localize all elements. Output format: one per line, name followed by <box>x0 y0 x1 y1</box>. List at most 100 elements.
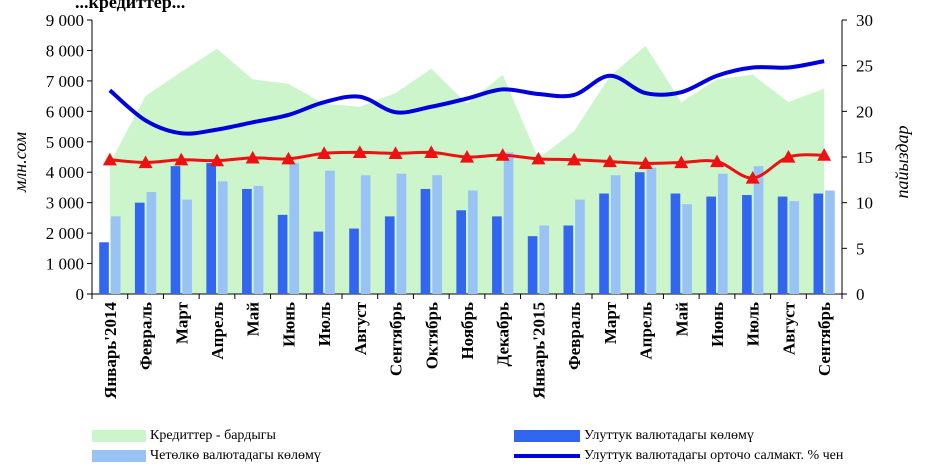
bar-foreign-currency <box>753 166 764 294</box>
legend-item-national-currency: Улуттук валютадагы көлөмү <box>514 428 754 444</box>
marker-foreign-rate <box>567 152 582 166</box>
marker-foreign-rate <box>317 146 332 159</box>
marker-foreign-rate <box>102 152 117 166</box>
x-tick-label: Апрель <box>208 302 227 360</box>
marker-foreign-rate <box>460 150 474 163</box>
marker-foreign-rate <box>210 153 224 167</box>
marker-foreign-rate <box>745 171 760 184</box>
bar-layer <box>99 152 835 294</box>
x-tick-label: Сентябрь <box>387 302 406 376</box>
legend-swatch-area <box>92 430 146 442</box>
bar-national-currency <box>242 188 252 294</box>
bar-foreign-currency <box>289 163 300 294</box>
x-tick-label: Май <box>244 302 263 337</box>
marker-foreign-rate <box>531 151 546 165</box>
x-tick-label: Июнь <box>708 302 727 347</box>
bar-foreign-currency <box>253 185 264 294</box>
marker-foreign-rate <box>495 148 510 161</box>
marker-foreign-rate <box>674 155 689 169</box>
bar-national-currency <box>384 216 395 294</box>
marker-foreign-rate <box>602 154 617 168</box>
marker-foreign-rate <box>174 152 189 166</box>
y-right-tick-label: 30 <box>856 11 873 30</box>
bar-foreign-currency <box>432 175 442 294</box>
y-left-tick-label: 0 <box>76 285 85 304</box>
bar-foreign-currency <box>182 199 192 294</box>
marker-foreign-rate <box>781 150 796 163</box>
marker-foreign-rate <box>424 145 439 159</box>
area-total-credits <box>109 45 825 294</box>
bar-national-currency <box>563 225 574 294</box>
y-left-tick-label: 7 000 <box>46 72 84 91</box>
x-tick-label: Март <box>172 301 191 344</box>
bar-national-currency <box>170 166 181 294</box>
bar-national-currency <box>706 196 716 294</box>
legend-item-total-credits: Кредиттер - бардыгы <box>92 428 276 444</box>
bar-national-currency <box>313 231 324 294</box>
y-left-tick-label: 4 000 <box>46 163 84 182</box>
marker-foreign-rate <box>388 146 403 159</box>
x-tick-label: Май <box>672 302 691 337</box>
x-tick-label: Август <box>351 301 370 355</box>
x-tick-label: Ноябрь <box>458 302 477 360</box>
y-right-tick-label: 0 <box>856 285 865 304</box>
bar-foreign-currency <box>575 199 585 294</box>
bar-foreign-currency <box>789 201 800 294</box>
area-layer <box>109 45 825 294</box>
bar-foreign-currency <box>110 216 121 294</box>
bar-national-currency <box>277 214 288 294</box>
y-axis-right-title: пайыздар <box>892 125 912 198</box>
x-tick-label: Июль <box>744 302 763 346</box>
y-right-tick-label: 20 <box>856 102 873 121</box>
bar-national-currency <box>492 216 502 294</box>
bar-foreign-currency <box>325 170 335 294</box>
bar-foreign-currency <box>503 152 514 294</box>
bar-foreign-currency <box>146 192 157 294</box>
bar-foreign-currency <box>360 175 371 294</box>
bar-foreign-currency <box>610 175 621 294</box>
legend-item-foreign-currency: Четөлкө валютадагы көлөмү <box>92 448 321 464</box>
y-left-tick-label: 8 000 <box>46 41 84 60</box>
marker-foreign-rate <box>638 156 653 169</box>
bar-national-currency <box>349 228 359 294</box>
bar-national-currency <box>99 242 109 294</box>
legend-label: Улуттук валютадагы көлөмү <box>584 428 754 443</box>
bar-foreign-currency <box>539 225 550 294</box>
bar-national-currency <box>634 172 645 294</box>
bar-foreign-currency <box>468 190 478 294</box>
marker-foreign-rate <box>710 154 724 168</box>
x-tick-label: Сентябрь <box>815 302 834 376</box>
y-right-tick-label: 15 <box>856 148 873 167</box>
bar-national-currency <box>456 210 466 294</box>
x-tick-label: Февраль <box>565 302 584 370</box>
legend-swatch-line <box>514 454 580 458</box>
y-right-tick-label: 25 <box>856 57 873 76</box>
marker-foreign-rate <box>245 150 260 164</box>
bar-national-currency <box>527 236 538 294</box>
x-tick-label: Январь'2015 <box>529 302 548 399</box>
marker-foreign-rate <box>138 155 153 169</box>
bar-national-currency <box>420 188 431 294</box>
legend-item-national-rate: Улуттук валютадагы орточо салмакт. % чен <box>514 448 843 464</box>
legend-swatch-light-bar <box>92 450 146 462</box>
legend-label: Улуттук валютадагы орточо салмакт. % чен <box>584 448 844 463</box>
x-tick-label: Март <box>601 301 620 344</box>
line-layer <box>102 59 832 184</box>
x-tick-label: Июнь <box>279 302 298 347</box>
y-left-tick-label: 9 000 <box>46 11 84 30</box>
bar-national-currency <box>206 163 216 294</box>
x-tick-label: Февраль <box>137 302 156 370</box>
legend-label: Кредиттер - бардыгы <box>150 428 276 443</box>
x-tick-label: Январь'2014 <box>101 302 120 399</box>
y-left-tick-label: 3 000 <box>46 194 84 213</box>
bar-national-currency <box>599 193 609 294</box>
bar-national-currency <box>777 196 788 294</box>
bar-foreign-currency <box>218 181 228 294</box>
y-axis-left-title: млн.сом <box>10 131 30 193</box>
bar-foreign-currency <box>396 173 407 294</box>
tick-labels: 0 1 000 2 000 3 000 4 000 5 000 6 000 7 000 8 00… <box>46 11 873 399</box>
bar-national-currency <box>134 202 145 294</box>
bar-foreign-currency <box>682 204 692 294</box>
y-left-tick-label: 2 000 <box>46 224 84 243</box>
